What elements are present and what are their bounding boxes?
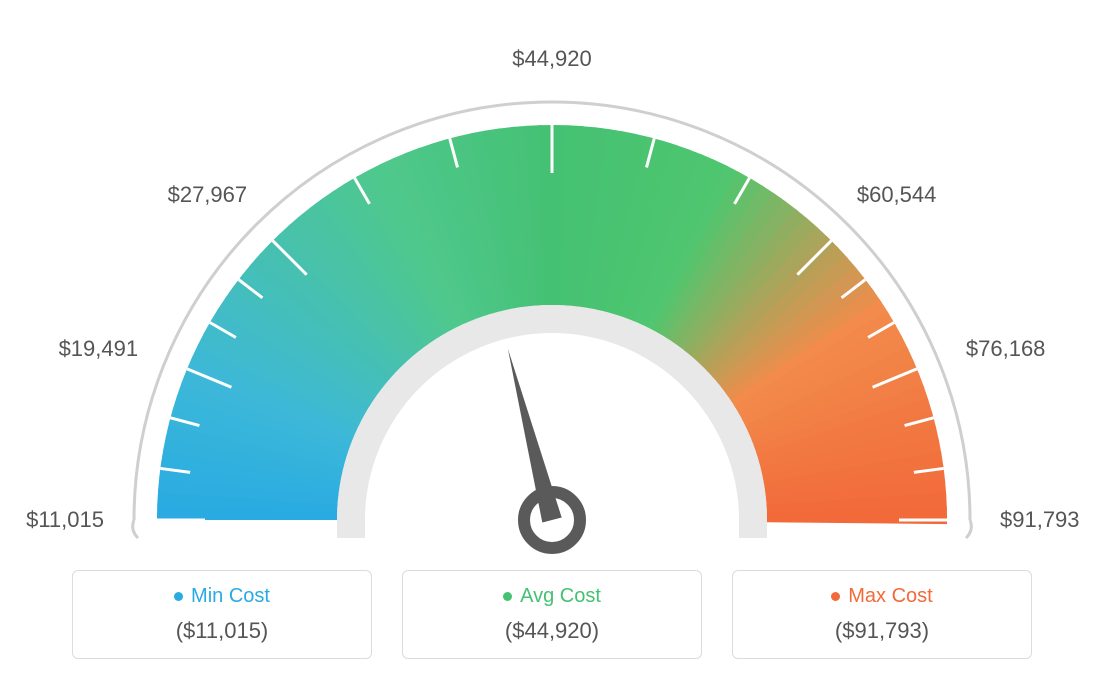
legend-avg-box: Avg Cost ($44,920): [402, 570, 702, 659]
legend-min-box: Min Cost ($11,015): [72, 570, 372, 659]
gauge-tick-label: $91,793: [1000, 507, 1080, 533]
gauge-tick-label: $76,168: [966, 336, 1046, 362]
legend-min-label: Min Cost: [191, 585, 270, 607]
legend-min-value: ($11,015): [101, 618, 343, 644]
gauge-tick-label: $19,491: [59, 336, 139, 362]
gauge-tick-label: $60,544: [857, 182, 937, 208]
legend-avg-value: ($44,920): [431, 618, 673, 644]
legend-avg-label: Avg Cost: [520, 585, 601, 607]
legend-min-dot: [174, 592, 183, 601]
legend-max-box: Max Cost ($91,793): [732, 570, 1032, 659]
gauge-tick-label: $11,015: [26, 507, 104, 533]
gauge-chart: $11,015 $19,491 $27,967 $44,920 $60,544 $76,1…: [20, 20, 1084, 560]
legend-avg-title: Avg Cost: [431, 585, 673, 608]
gauge-tick-label: $27,967: [168, 182, 248, 208]
legend-min-title: Min Cost: [101, 585, 343, 608]
legend-max-dot: [831, 592, 840, 601]
legend-max-value: ($91,793): [761, 618, 1003, 644]
legend-max-title: Max Cost: [761, 585, 1003, 608]
legend-row: Min Cost ($11,015) Avg Cost ($44,920) Ma…: [20, 570, 1084, 659]
legend-avg-dot: [503, 592, 512, 601]
legend-max-label: Max Cost: [848, 585, 932, 607]
gauge-svg: [20, 20, 1084, 560]
gauge-tick-label: $44,920: [512, 46, 592, 72]
